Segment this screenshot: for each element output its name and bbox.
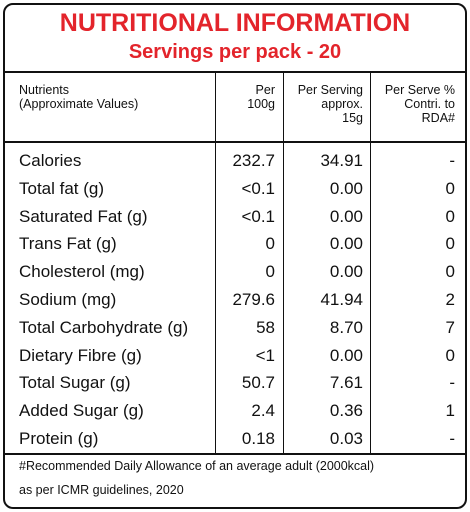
cell-value: 0.00 [329, 345, 363, 365]
footnote: #Recommended Daily Allowance of an avera… [19, 459, 375, 473]
cell-value: 7.61 [329, 373, 363, 393]
cell-value: 0.00 [329, 206, 363, 226]
cell-value: 41.94 [320, 290, 363, 309]
cell-value: 0.36 [329, 401, 363, 421]
cell-value: - [449, 429, 455, 448]
header-divider [5, 141, 465, 143]
cell-value: 0.00 [329, 234, 363, 254]
column-divider [370, 73, 371, 453]
nutrient-name: Calories [19, 151, 82, 170]
title: NUTRITIONAL INFORMATION [59, 9, 411, 37]
cell-value: 0.00 [329, 262, 363, 282]
column-divider [283, 73, 284, 453]
nutrient-name: Dietary Fibre (g) [19, 345, 142, 365]
cell-value: 0 [445, 345, 455, 365]
column-header: Per 100g [247, 83, 275, 111]
cell-value: 0.00 [329, 178, 363, 198]
nutrient-name: Total Sugar (g) [19, 373, 131, 393]
cell-value: 0 [445, 262, 455, 282]
nutrient-name: Saturated Fat (g) [19, 206, 148, 226]
cell-value: 0 [445, 178, 455, 198]
cell-value: 58 [256, 317, 275, 337]
nutrient-name: Sodium (mg) [19, 290, 117, 309]
nutrient-name: Total fat (g) [19, 178, 105, 198]
cell-value: 34.91 [320, 151, 363, 170]
cell-value: 0 [445, 234, 455, 254]
nutrient-name: Protein (g) [19, 429, 99, 448]
nutrient-name: Added Sugar (g) [19, 401, 144, 421]
footnote: as per ICMR guidelines, 2020 [19, 483, 184, 497]
cell-value: <1 [255, 345, 275, 365]
cell-value: 2 [445, 290, 455, 309]
cell-value: 279.6 [232, 290, 275, 309]
nutrient-name: Total Carbohydrate (g) [19, 317, 189, 337]
cell-value: 0 [445, 206, 455, 226]
cell-value: 232.7 [232, 151, 275, 170]
label-card: NUTRITIONAL INFORMATION Servings per pac… [3, 3, 467, 509]
cell-value: 0.03 [329, 429, 363, 448]
cell-value: <0.1 [241, 178, 275, 198]
cell-value: - [449, 151, 455, 170]
cell-value: 50.7 [241, 373, 275, 393]
subtitle: Servings per pack - 20 [128, 41, 342, 63]
cell-value: 0.18 [241, 429, 275, 448]
nutrient-name: Trans Fat (g) [19, 234, 117, 254]
cell-value: 1 [445, 401, 455, 421]
cell-value: 0 [265, 234, 275, 254]
nutrition-table: Nutrients (Approximate Values) Per 100g Pe… [5, 71, 465, 455]
nutrient-name: Cholesterol (mg) [19, 262, 145, 282]
column-header: Per Serve % Contri. to RDA# [384, 83, 455, 125]
cell-value: 2.4 [251, 401, 275, 421]
cell-value: 8.70 [329, 317, 363, 337]
cell-value: 0 [265, 262, 275, 282]
cell-value: - [449, 373, 455, 393]
cell-value: <0.1 [241, 206, 275, 226]
column-divider [215, 73, 216, 453]
column-header: Nutrients (Approximate Values) [19, 83, 139, 111]
column-header: Per Serving approx. 15g [297, 83, 363, 125]
cell-value: 7 [445, 317, 455, 337]
